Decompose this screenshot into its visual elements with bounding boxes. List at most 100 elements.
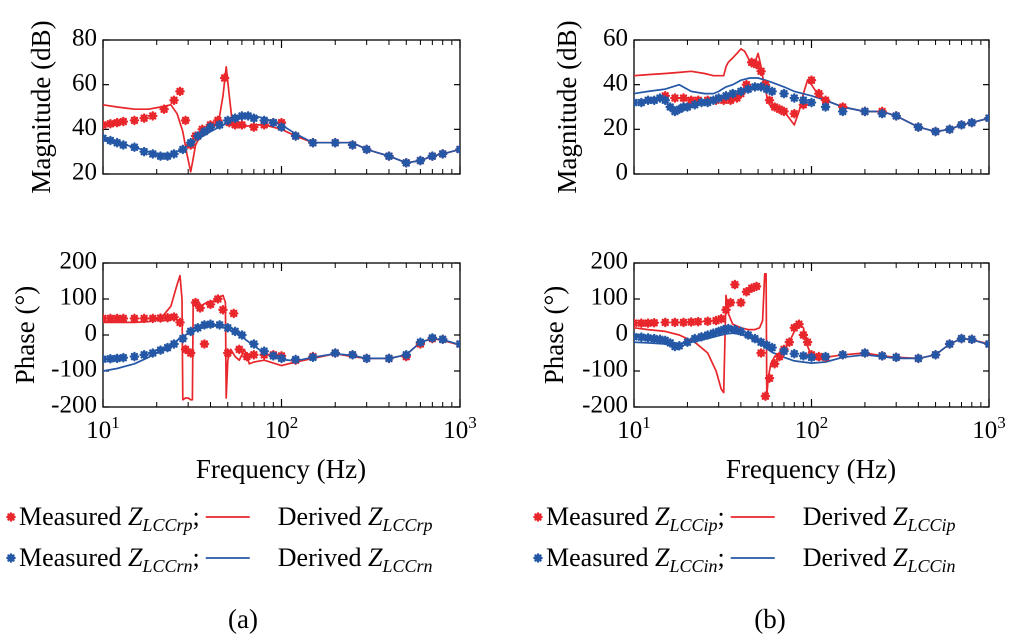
data-point [702, 316, 713, 327]
series-markers-measured-z-lccin [634, 82, 989, 137]
data-point [814, 88, 824, 99]
data-point [798, 330, 809, 340]
data-point [636, 318, 647, 328]
data-point [249, 339, 259, 349]
y-tick-label: 200 [591, 248, 629, 275]
legend-marker [6, 512, 16, 522]
data-point [984, 339, 989, 349]
data-point [743, 84, 754, 94]
panel-a-xlabel: Frequency (Hz) [196, 454, 366, 484]
data-point [686, 95, 696, 106]
data-point [814, 351, 824, 362]
data-point [769, 359, 780, 369]
data-point [798, 351, 809, 361]
data-point [736, 86, 746, 97]
data-point [802, 337, 813, 347]
data-point [741, 79, 752, 90]
data-point [756, 348, 766, 358]
data-point [129, 142, 140, 152]
data-point [806, 352, 817, 363]
data-point [789, 93, 800, 103]
data-point [713, 326, 724, 337]
data-point [649, 317, 660, 328]
data-point [741, 287, 752, 297]
data-point [205, 299, 216, 310]
data-point [634, 318, 639, 328]
data-point [347, 140, 358, 150]
data-point [437, 334, 448, 345]
data-point [199, 339, 210, 349]
panel-a-label: (a) [228, 604, 258, 634]
data-point [665, 102, 676, 112]
data-point [105, 118, 116, 129]
data-point [276, 353, 287, 364]
panel-a-magnitude-series [103, 65, 460, 173]
data-point [643, 318, 653, 328]
y-tick-label: 60 [603, 25, 628, 52]
data-point [228, 308, 239, 319]
data-point [276, 122, 287, 132]
data-point [750, 333, 760, 344]
data-point [891, 111, 901, 121]
data-point [806, 75, 817, 85]
data-point [159, 104, 169, 115]
data-point [636, 97, 647, 108]
data-point [674, 341, 685, 351]
data-point [455, 339, 460, 349]
data-point [751, 281, 762, 292]
data-point [756, 66, 766, 77]
series-line-derived-z-lccin [634, 77, 989, 133]
data-point [214, 120, 225, 130]
data-point [162, 312, 173, 323]
data-point [820, 95, 831, 106]
data-point [155, 151, 166, 161]
data-point [750, 82, 760, 92]
data-point [169, 312, 179, 322]
y-tick-label: -100 [51, 356, 97, 383]
data-point [401, 158, 412, 168]
data-point [660, 95, 671, 106]
series-markers-measured-z-lccrn [103, 111, 460, 168]
data-point [743, 330, 754, 340]
panel-a-phase-axes [102, 262, 461, 408]
data-point [774, 104, 785, 115]
data-point [427, 333, 438, 343]
data-point [103, 313, 108, 324]
data-point [242, 351, 252, 362]
data-point [721, 91, 731, 101]
panel-b-phase-ylabel: Phase (°) [539, 286, 569, 385]
y-tick-label: 100 [591, 284, 629, 311]
data-point [760, 391, 771, 401]
data-point [213, 294, 223, 304]
data-point [820, 102, 831, 112]
panel-b-phase-ticks [633, 262, 990, 408]
data-point [205, 122, 216, 132]
panel-b-magnitude-ylabel: Magnitude (dB) [552, 20, 582, 193]
data-point [330, 137, 341, 148]
y-tick-label: 40 [603, 69, 628, 96]
data-point [966, 334, 977, 345]
legend-entry-text: Measured ZLCCin; Derived ZLCCin [546, 543, 956, 576]
data-point [806, 97, 817, 108]
data-point [112, 313, 122, 324]
data-point [730, 279, 740, 290]
legend-row: Measured ZLCCip; Derived ZLCCip [533, 502, 956, 535]
data-point [732, 93, 742, 103]
data-point [696, 332, 707, 342]
data-point [789, 348, 800, 359]
data-point [175, 86, 185, 97]
data-point [361, 353, 372, 364]
data-point [237, 330, 247, 340]
panel-a-legend: Measured ZLCCrp; Derived ZLCCrp Measured … [6, 502, 433, 576]
data-point [769, 102, 780, 112]
data-point [891, 352, 901, 363]
data-point [877, 108, 887, 119]
data-point [736, 297, 746, 308]
data-point [105, 353, 116, 364]
data-point [779, 88, 789, 99]
data-point [169, 149, 179, 159]
data-point [702, 97, 713, 108]
data-point [129, 115, 140, 126]
data-point [660, 317, 671, 328]
